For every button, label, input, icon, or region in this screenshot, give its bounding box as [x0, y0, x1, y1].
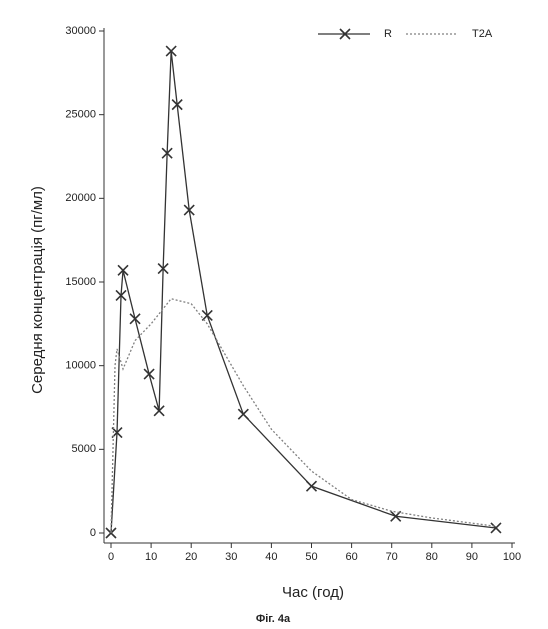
- x-tick-label: 50: [305, 551, 317, 563]
- x-tick-label: 100: [503, 551, 521, 563]
- y-tick-label: 20000: [65, 192, 96, 204]
- y-tick-label: 5000: [72, 443, 96, 455]
- marker: [201, 309, 213, 322]
- marker: [165, 45, 177, 57]
- marker: [117, 264, 129, 276]
- x-tick-label: 70: [386, 551, 398, 563]
- marker: [129, 313, 141, 325]
- marker: [115, 289, 127, 301]
- marker: [490, 522, 502, 534]
- y-tick-label: 15000: [65, 276, 96, 288]
- x-tick-label: 80: [426, 551, 438, 563]
- y-tick-label: 0: [90, 527, 96, 539]
- marker: [143, 368, 155, 380]
- y-axis-title: Середня концентрація (пг/мл): [29, 186, 46, 394]
- x-tick-label: 40: [265, 551, 277, 563]
- y-tick-label: 10000: [65, 360, 96, 372]
- x-tick-label: 60: [345, 551, 357, 563]
- marker: [157, 263, 169, 275]
- legend-label: T2A: [472, 28, 493, 40]
- x-tick-label: 90: [466, 551, 478, 563]
- marker: [305, 480, 318, 492]
- y-tick-label: 25000: [65, 109, 96, 121]
- marker: [153, 405, 165, 417]
- x-tick-label: 20: [185, 551, 197, 563]
- x-tick-label: 30: [225, 551, 237, 563]
- x-tick-label: 10: [145, 551, 157, 563]
- series-line: [110, 298, 497, 534]
- figure-caption: Фіг. 4а: [256, 613, 291, 625]
- legend-marker: [339, 28, 351, 40]
- marker: [183, 204, 195, 216]
- marker: [161, 147, 173, 159]
- marker: [171, 99, 183, 111]
- legend-label: R: [384, 28, 392, 40]
- y-tick-label: 30000: [65, 25, 96, 37]
- series-line: [110, 51, 497, 534]
- x-tick-label: 0: [108, 551, 114, 563]
- x-axis-title: Час (год): [282, 584, 344, 601]
- marker: [237, 408, 249, 420]
